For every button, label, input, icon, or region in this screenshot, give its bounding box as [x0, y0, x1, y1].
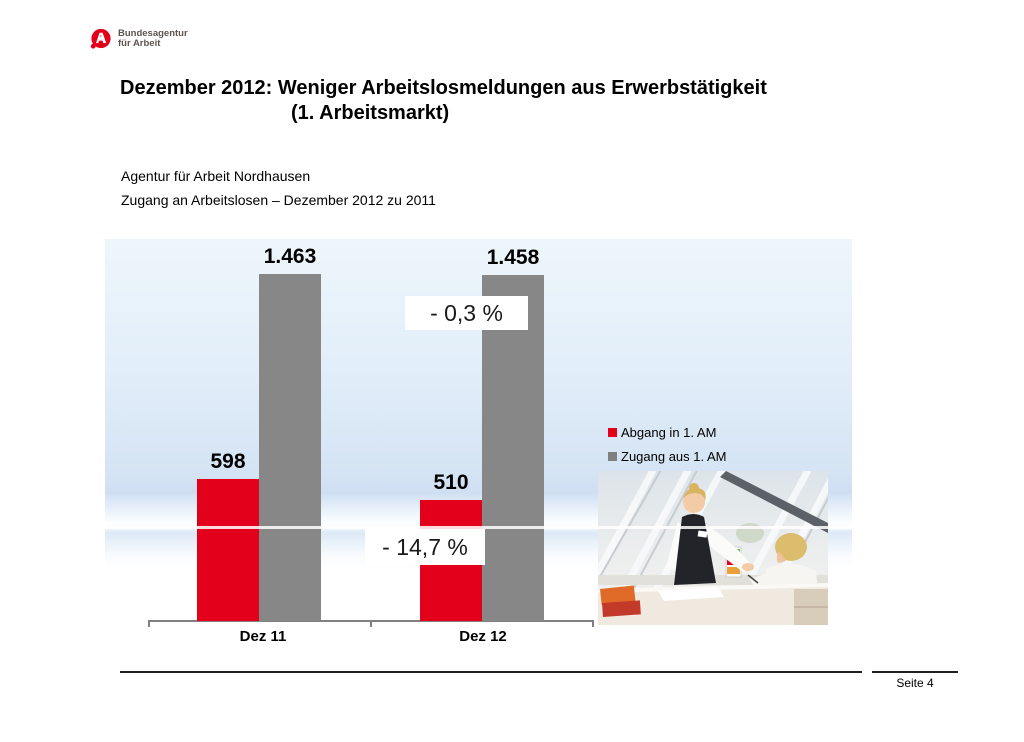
plot-area: Dez 11 Dez 12 - 0,3 % - 14,7 % Abgang in… [105, 239, 852, 662]
page-number: Seite 4 [896, 676, 934, 690]
ba-logo-icon [90, 28, 111, 49]
bar-value-label-zugang-dez-12: 1.458 [486, 246, 540, 269]
title-rule [120, 156, 864, 159]
page-title: Dezember 2012: Weniger Arbeitslosmeldung… [120, 76, 864, 126]
legend-label-abgang: Abgang in 1. AM [621, 425, 717, 440]
x-axis-tick [148, 620, 150, 627]
brand-name-line1: Bundesagentur [118, 27, 188, 39]
header-red-bar [232, 31, 863, 55]
header-gray-bar [868, 31, 957, 55]
page-title-line2: (1. Arbeitsmarkt) [291, 102, 450, 124]
legend-swatch-red [608, 428, 617, 437]
background-white-line [105, 526, 852, 529]
category-label-dez11: Dez 11 [239, 628, 287, 645]
subtitle-chart: Zugang an Arbeitslosen – Dezember 2012 z… [121, 192, 436, 208]
legend-label-zugang: Zugang aus 1. AM [621, 449, 727, 464]
bar-zugang-dez-12 [482, 275, 544, 621]
brand-name-line2: für Arbeit [118, 38, 161, 49]
bar-zugang-dez-11 [259, 274, 321, 621]
bar-value-label-abgang-dez-12: 510 [433, 471, 469, 494]
legend-item-abgang: Abgang in 1. AM [608, 425, 727, 440]
footer-line-long [120, 671, 862, 673]
subtitle-office: Agentur für Arbeit Nordhausen [121, 168, 311, 184]
x-axis-tick [370, 620, 372, 627]
office-photo-graphic [598, 471, 828, 625]
bar-value-label-zugang-dez-11: 1.463 [263, 245, 317, 268]
annotation-abgang-percent: - 14,7 % [365, 529, 485, 565]
x-axis-tick [592, 620, 594, 627]
page-title-line1: Dezember 2012: Weniger Arbeitslosmeldung… [120, 77, 767, 99]
category-label-dez12: Dez 12 [459, 628, 507, 645]
bar-value-label-abgang-dez-11: 598 [210, 450, 246, 473]
office-photo [598, 471, 828, 625]
legend-swatch-gray [608, 452, 617, 461]
bar-abgang-dez-11 [197, 479, 259, 621]
ba-logo: Bundesagentur für Arbeit [90, 28, 188, 50]
legend-item-zugang: Zugang aus 1. AM [608, 449, 727, 464]
footer-line-short [872, 671, 958, 673]
annotation-zugang-percent: - 0,3 % [405, 296, 528, 330]
chart-legend: Abgang in 1. AM Zugang aus 1. AM [608, 425, 727, 473]
brand-name: Bundesagentur für Arbeit [118, 27, 188, 50]
